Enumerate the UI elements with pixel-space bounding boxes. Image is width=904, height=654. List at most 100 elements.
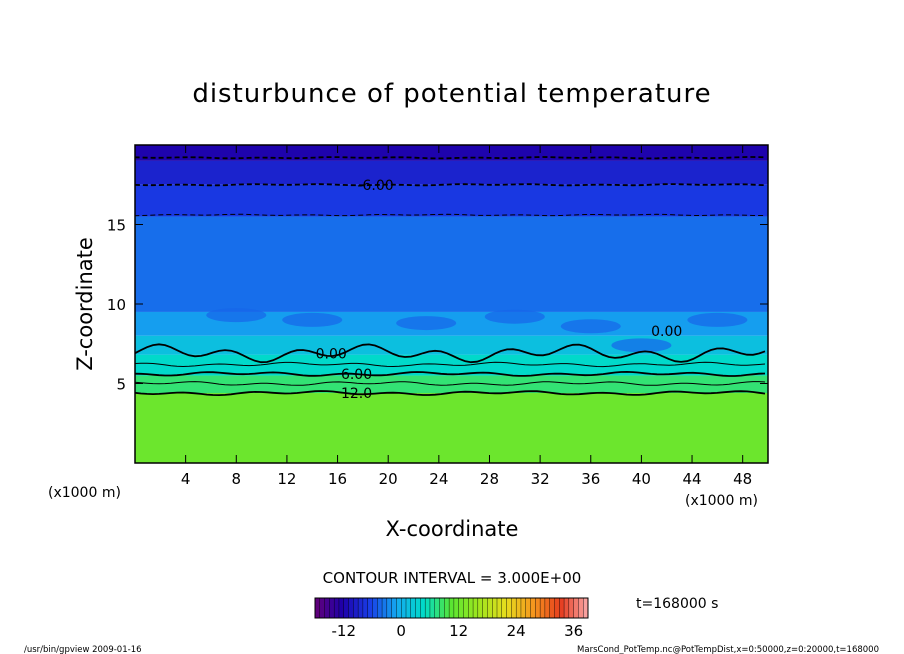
colorbar-cell-22 [420, 597, 426, 619]
colorbar-tick-label-0: -12 [331, 622, 356, 640]
x-unit-left: (x1000 m) [48, 485, 121, 501]
colorbar-cell-50 [554, 597, 560, 619]
x-tick-label-7: 32 [531, 470, 550, 488]
colorbar-cell-16 [391, 597, 397, 619]
x-tick-label-5: 24 [429, 470, 448, 488]
colorbar-cell-8 [353, 597, 359, 619]
x-tick-label-8: 36 [581, 470, 600, 488]
colorbar-cell-11 [367, 597, 373, 619]
colorbar-cell-14 [381, 597, 388, 619]
colorbar-cell-31 [463, 597, 469, 619]
colorbar-cell-18 [401, 597, 407, 619]
turbulent-patch-4 [560, 319, 621, 334]
contour-label-4: 0.00 [651, 324, 682, 340]
colorbar-cell-32 [468, 597, 474, 619]
colorbar-cell-3 [329, 597, 335, 619]
contour-line-0 [135, 156, 766, 160]
colorbar-cell-7 [348, 597, 354, 619]
field-band-2 [135, 184, 768, 217]
colorbar-cell-48 [544, 597, 551, 619]
colorbar-cell-19 [405, 597, 412, 619]
contour-line-7 [135, 390, 766, 397]
x-tick-label-2: 12 [277, 470, 296, 488]
colorbar-tick-label-3: 24 [507, 622, 526, 640]
colorbar-cell-13 [377, 597, 383, 619]
contour-line-5 [135, 370, 766, 377]
y-tick-label-1: 10 [107, 296, 126, 314]
colorbar-cell-38 [496, 597, 503, 619]
colorbar-cell-47 [539, 597, 546, 619]
x-tick-label-0: 4 [181, 470, 191, 488]
contour-label-2: 6.00 [341, 367, 372, 383]
colorbar-cell-17 [396, 597, 402, 619]
colorbar-cell-28 [448, 597, 455, 619]
colorbar [314, 597, 589, 619]
contour-line-2 [135, 213, 765, 217]
field-band-3 [135, 216, 768, 312]
colorbar-cell-46 [535, 597, 541, 619]
x-tick-label-6: 28 [480, 470, 499, 488]
contour-line-1 [135, 183, 766, 187]
colorbar-cell-54 [573, 597, 579, 619]
turbulent-patch-2 [396, 316, 457, 331]
x-unit-right: (x1000 m) [685, 493, 758, 509]
footer-right: MarsCond_PotTemp.nc@PotTempDist,x=0:5000… [577, 645, 879, 654]
colorbar-cell-43 [520, 597, 527, 619]
plot-area [135, 145, 768, 463]
colorbar-cell-52 [563, 597, 570, 619]
x-tick-label-4: 20 [379, 470, 398, 488]
colorbar-cell-0 [314, 597, 321, 619]
colorbar-cell-49 [549, 597, 555, 619]
colorbar-cell-1 [319, 597, 326, 619]
colorbar-cell-30 [458, 597, 464, 619]
contour-label-3: 12.0 [341, 386, 372, 402]
field-band-8 [135, 393, 768, 463]
colorbar-cell-24 [429, 597, 436, 619]
x-axis-label: X-coordinate [386, 517, 519, 541]
x-tick-label-3: 16 [328, 470, 347, 488]
colorbar-cell-34 [477, 597, 484, 619]
footer-left: /usr/bin/gpview 2009-01-16 [24, 645, 142, 654]
x-tick-label-11: 48 [733, 470, 752, 488]
colorbar-cell-53 [568, 597, 575, 619]
colorbar-cell-35 [482, 597, 488, 619]
colorbar-cell-10 [362, 597, 369, 619]
field-band-1 [135, 160, 768, 185]
colorbar-cell-23 [424, 597, 431, 619]
y-tick-label-0: 5 [116, 376, 126, 394]
x-tick-label-10: 44 [682, 470, 701, 488]
colorbar-cell-36 [487, 597, 493, 619]
colorbar-cell-20 [410, 597, 417, 619]
turbulent-patch-5 [687, 312, 748, 327]
colorbar-tick-label-2: 12 [449, 622, 468, 640]
colorbar-cell-29 [453, 597, 460, 619]
contour-line-4 [135, 361, 766, 368]
turbulent-patch-3 [484, 309, 545, 324]
colorbar-tick-label-4: 36 [564, 622, 583, 640]
contour-interval: CONTOUR INTERVAL = 3.000E+00 [323, 569, 582, 587]
colorbar-tick-label-1: 0 [396, 622, 406, 640]
colorbar-cell-41 [511, 597, 517, 619]
colorbar-cell-26 [439, 597, 445, 619]
colorbar-cell-51 [559, 597, 565, 619]
colorbar-cell-45 [530, 597, 536, 619]
contour-label-1: 0.00 [316, 346, 347, 362]
contour-line-3 [135, 343, 766, 364]
field-band-5 [135, 335, 768, 355]
y-tick-label-2: 15 [107, 217, 126, 235]
colorbar-cell-15 [386, 597, 393, 619]
colorbar-cell-33 [472, 597, 479, 619]
colorbar-cell-27 [444, 597, 450, 619]
x-tick-label-1: 8 [232, 470, 242, 488]
contour-line-6 [135, 381, 766, 386]
turbulent-patch-6 [611, 338, 672, 353]
colorbar-cell-39 [501, 597, 508, 619]
colorbar-cell-6 [343, 597, 350, 619]
colorbar-cell-40 [506, 597, 512, 619]
field-band-7 [135, 375, 768, 394]
colorbar-cell-55 [578, 597, 584, 619]
colorbar-cell-25 [434, 597, 441, 619]
turbulent-patch-0 [206, 308, 267, 323]
x-tick-label-9: 40 [632, 470, 651, 488]
chart-title: disturbunce of potential temperature [192, 79, 711, 109]
